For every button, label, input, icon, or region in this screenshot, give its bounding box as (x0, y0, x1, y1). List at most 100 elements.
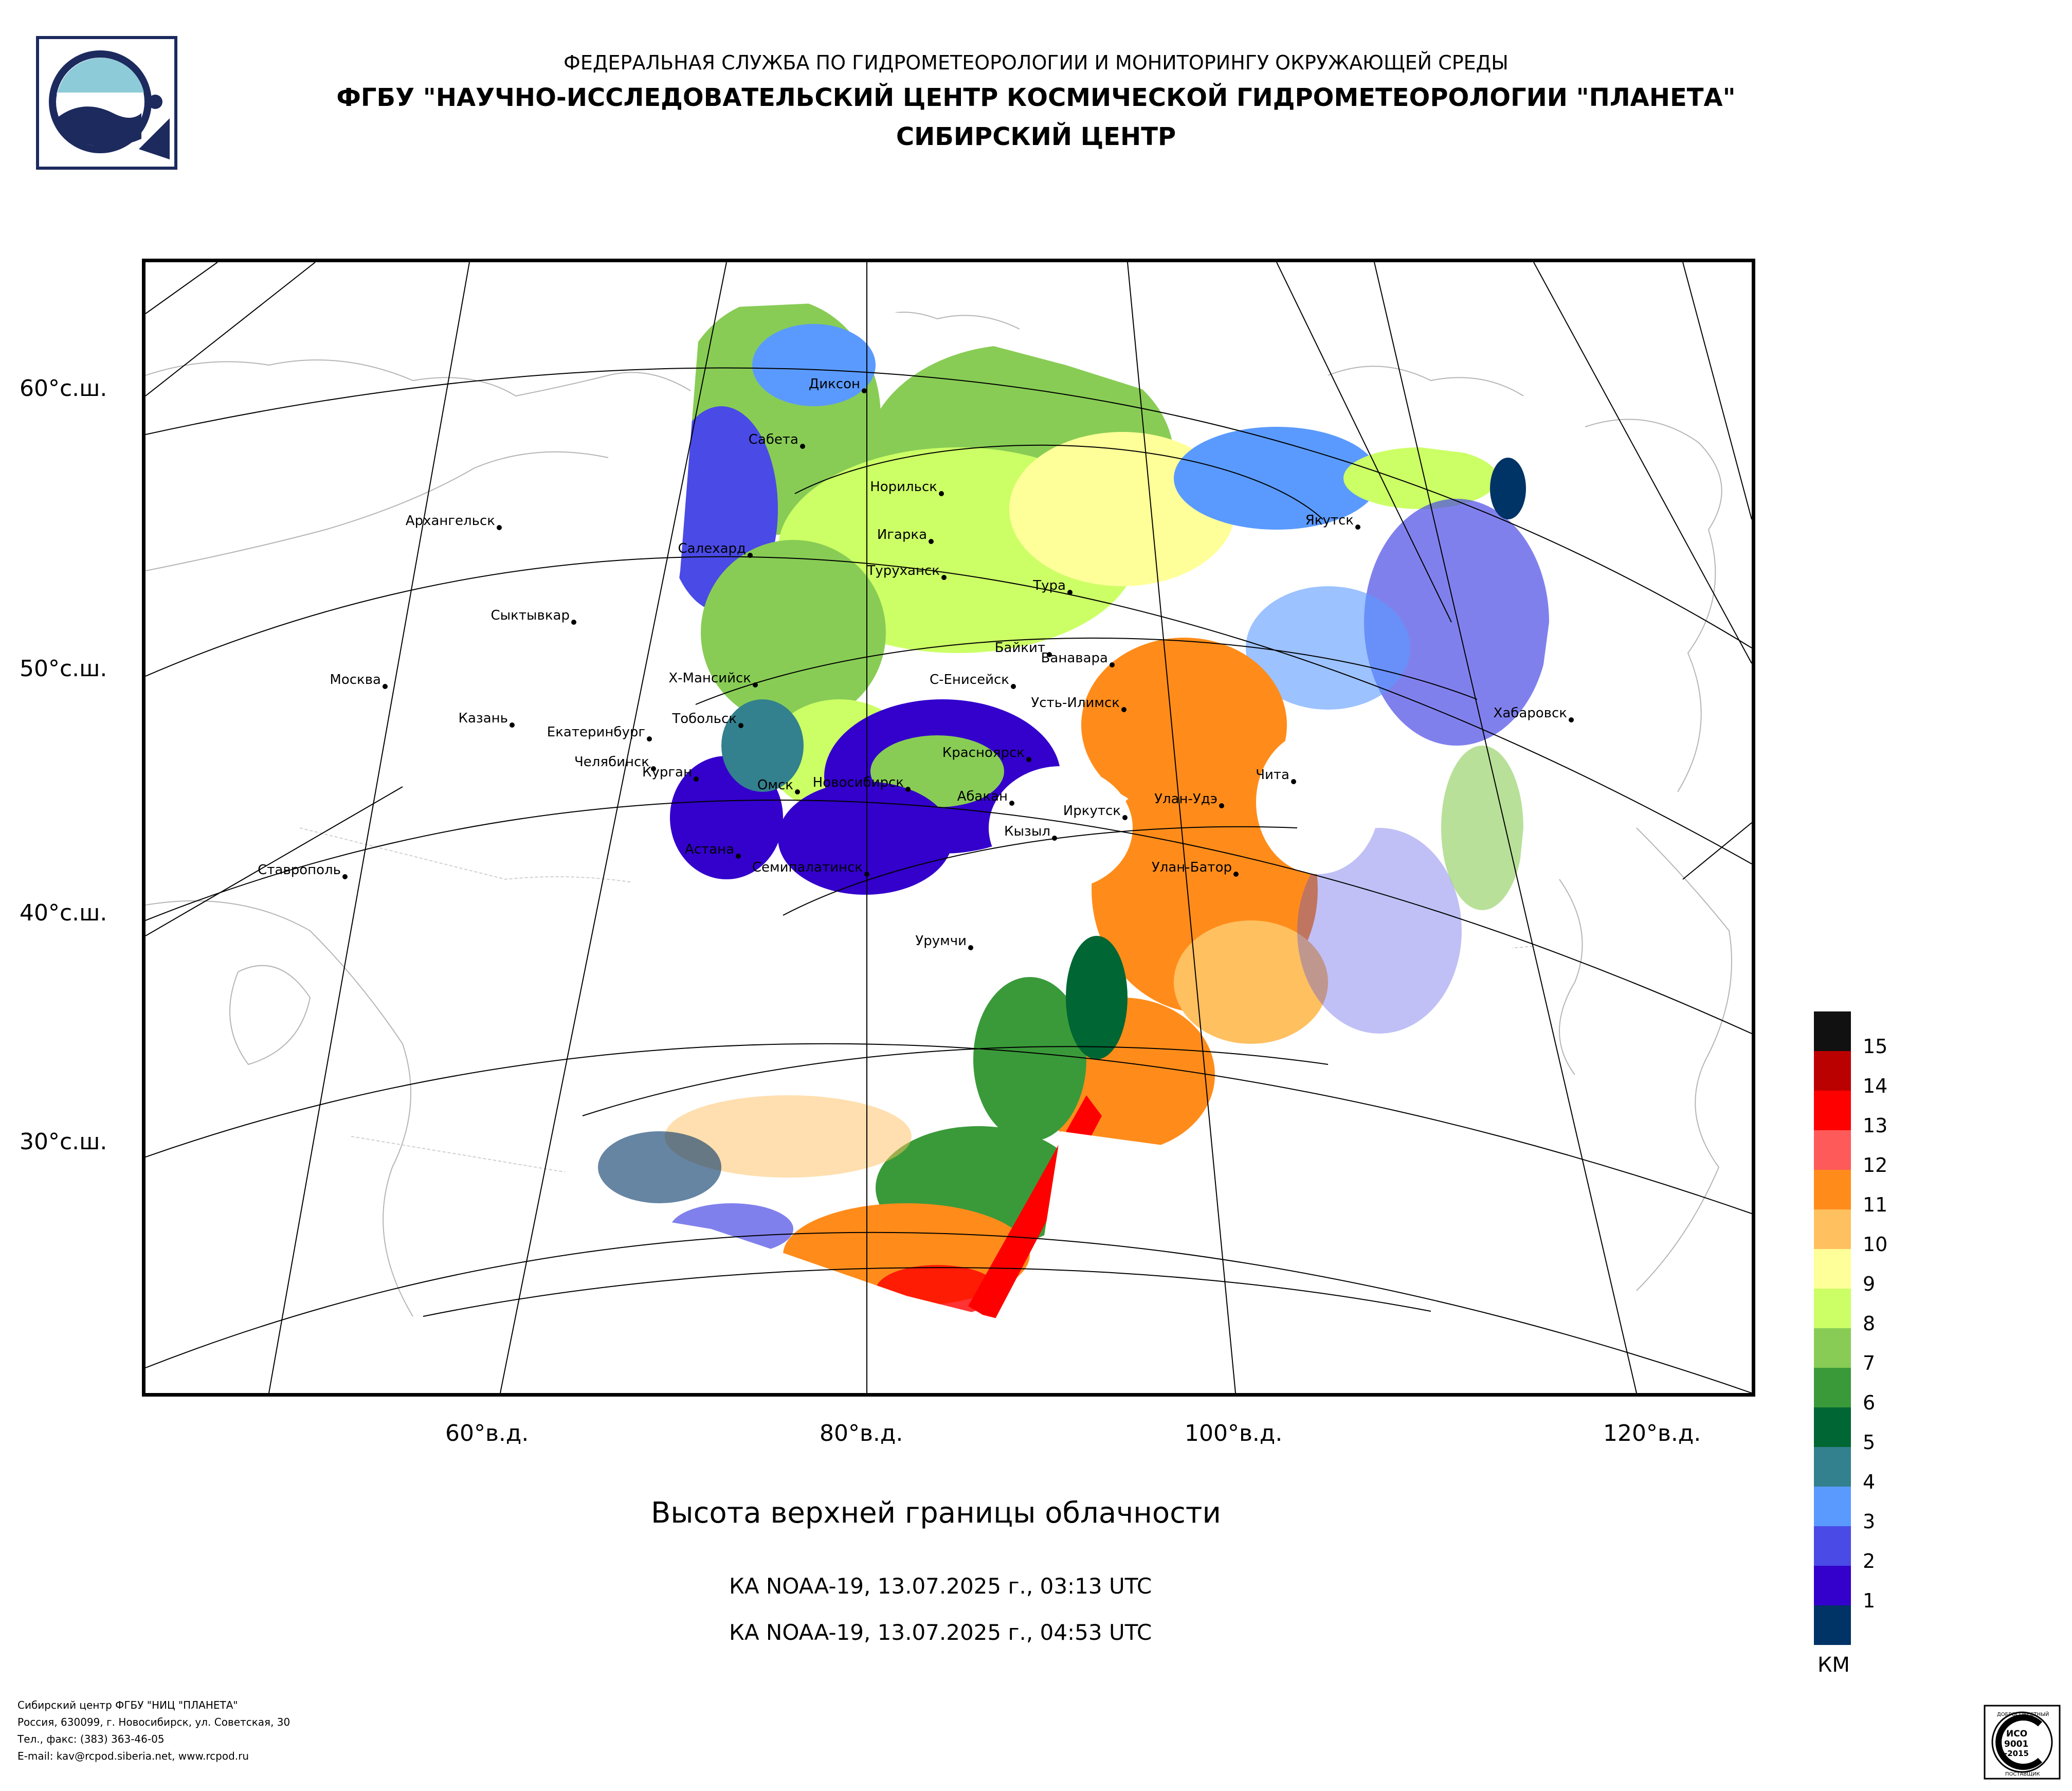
city-label: Ванавара (1041, 650, 1108, 666)
city-dot (383, 684, 388, 689)
city-label: Сабета (749, 432, 798, 447)
city-dot (1009, 801, 1014, 806)
planeta-logo-icon (36, 36, 177, 170)
city-dot (800, 444, 805, 449)
lon-label-100: 100°в.д. (1185, 1420, 1283, 1446)
footer-line: Тел., факс: (383) 363-46-05 (17, 1733, 165, 1745)
legend-swatch: 5 (1814, 1407, 1875, 1454)
city-label: Москва (330, 672, 381, 688)
city-label: Екатеринбург (547, 725, 645, 740)
lon-label-120: 120°в.д. (1603, 1420, 1701, 1446)
city-label: Иркутск (1063, 803, 1121, 819)
city-dot (694, 776, 699, 782)
city-dot (862, 388, 867, 393)
legend-label: 4 (1863, 1471, 1876, 1493)
city-label: Игарка (877, 527, 927, 542)
city-label: Байкит (995, 640, 1045, 656)
city-dot (651, 766, 656, 771)
city-label: Астана (685, 842, 734, 857)
city-label: Новосибирск (813, 775, 904, 790)
city-label: Салехард (678, 541, 746, 556)
city-label: Сыктывкар (490, 608, 570, 623)
city-dot (905, 787, 911, 792)
city-dot (1291, 779, 1296, 784)
legend-swatch: 15 (1814, 1011, 1887, 1058)
city-dot (738, 723, 743, 728)
iso-arc-top: ДОБРОСОВЕСТНЫЙ (1997, 1711, 2049, 1717)
legend-swatch: 3 (1814, 1487, 1875, 1533)
legend-label: 9 (1863, 1273, 1876, 1295)
city-dot (1355, 524, 1360, 530)
legend-swatch: 1 (1814, 1566, 1875, 1612)
legend-swatch: 6 (1814, 1368, 1875, 1414)
city-dot (939, 491, 944, 496)
satellite-pass-2: КА NOAA-19, 13.07.2025 г., 04:53 UTC (729, 1620, 1152, 1645)
iso-line2: 9001 (2004, 1739, 2028, 1749)
city-dot (736, 854, 741, 859)
city-dot (795, 789, 800, 794)
footer-contacts: Сибирский центр ФГБУ "НИЦ "ПЛАНЕТА" Росс… (17, 1697, 290, 1765)
footer-line: Россия, 630099, г. Новосибирск, ул. Сове… (17, 1716, 290, 1728)
legend-label: 7 (1863, 1352, 1876, 1374)
city-dot (1052, 836, 1057, 841)
legend-label: 12 (1863, 1154, 1888, 1177)
city-label: Кызыл (1004, 824, 1050, 839)
city-label: Архангельск (406, 513, 495, 529)
city-dot (571, 620, 576, 625)
city-dot (1026, 757, 1031, 762)
city-label: Диксон (809, 376, 860, 392)
legend-label: 15 (1863, 1035, 1888, 1058)
lon-label-60: 60°в.д. (445, 1420, 529, 1446)
coastlines (146, 312, 1732, 1317)
city-dot (753, 682, 758, 688)
city-label: Урумчи (915, 933, 967, 949)
lat-label-60: 60°с.ш. (20, 375, 107, 402)
city-dot (968, 945, 973, 950)
city-label: Х-Мансийск (668, 671, 751, 686)
footer-line: E-mail: kav@rcpod.siberia.net, www.rcpod… (17, 1750, 249, 1762)
legend-swatch: 14 (1814, 1051, 1887, 1097)
city-label: Ставрополь (258, 862, 341, 878)
header-branch: СИБИРСКИЙ ЦЕНТР (896, 122, 1176, 151)
city-dot (941, 575, 947, 580)
legend-label: 10 (1863, 1233, 1888, 1256)
legend-swatch: 12 (1814, 1130, 1887, 1177)
city-label: Курган (642, 765, 692, 780)
header-center: ФГБУ "НАУЧНО-ИССЛЕДОВАТЕЛЬСКИЙ ЦЕНТР КОС… (336, 83, 1736, 112)
iso-line1: ИСО (2006, 1729, 2027, 1739)
city-dot (497, 525, 502, 530)
city-dot (647, 736, 652, 741)
city-dot (1047, 652, 1052, 657)
graticule (146, 262, 1752, 1393)
legend-swatch: 10 (1814, 1209, 1887, 1256)
city-dot (1233, 872, 1239, 877)
satellite-pass-1: КА NOAA-19, 13.07.2025 г., 03:13 UTC (729, 1573, 1152, 1599)
city-dot (1569, 717, 1574, 722)
legend-label: 14 (1863, 1075, 1888, 1097)
city-label: Тура (1032, 578, 1066, 593)
product-title: Высота верхней границы облачности (651, 1496, 1221, 1530)
city-label: Тобольск (671, 711, 737, 727)
cloud-top-map: Диксон Сабета Норильск Архангельск Салехард И… (142, 259, 1755, 1397)
city-dot (1121, 707, 1126, 712)
legend-label: 6 (1863, 1391, 1876, 1414)
iso-certification-badge-icon: ДОБРОСОВЕСТНЫЙ ИСО 9001 -2015 ПОСТАВЩИК (1984, 1705, 2061, 1780)
city-label: Омск (757, 777, 793, 793)
lat-label-40: 40°с.ш. (20, 900, 107, 926)
city-label: Улан-Удэ (1154, 791, 1217, 807)
legend-swatch: 8 (1814, 1289, 1875, 1335)
city-label: Челябинск (574, 754, 649, 770)
legend-swatch: 7 (1814, 1328, 1875, 1374)
legend-swatch: 13 (1814, 1091, 1887, 1137)
legend-swatch: 4 (1814, 1447, 1875, 1493)
city-markers: Диксон Сабета Норильск Архангельск Салехард И… (258, 376, 1574, 950)
city-dot (1122, 815, 1128, 820)
city-label: Хабаровск (1494, 705, 1567, 721)
lat-label-30: 30°с.ш. (20, 1129, 107, 1155)
city-label: Казань (459, 711, 508, 726)
legend-label: 8 (1863, 1312, 1876, 1335)
cloud-swath (557, 303, 1585, 1327)
city-label: С-Енисейск (930, 672, 1009, 688)
legend-swatch: 11 (1814, 1170, 1887, 1216)
legend-label: 11 (1863, 1193, 1888, 1216)
